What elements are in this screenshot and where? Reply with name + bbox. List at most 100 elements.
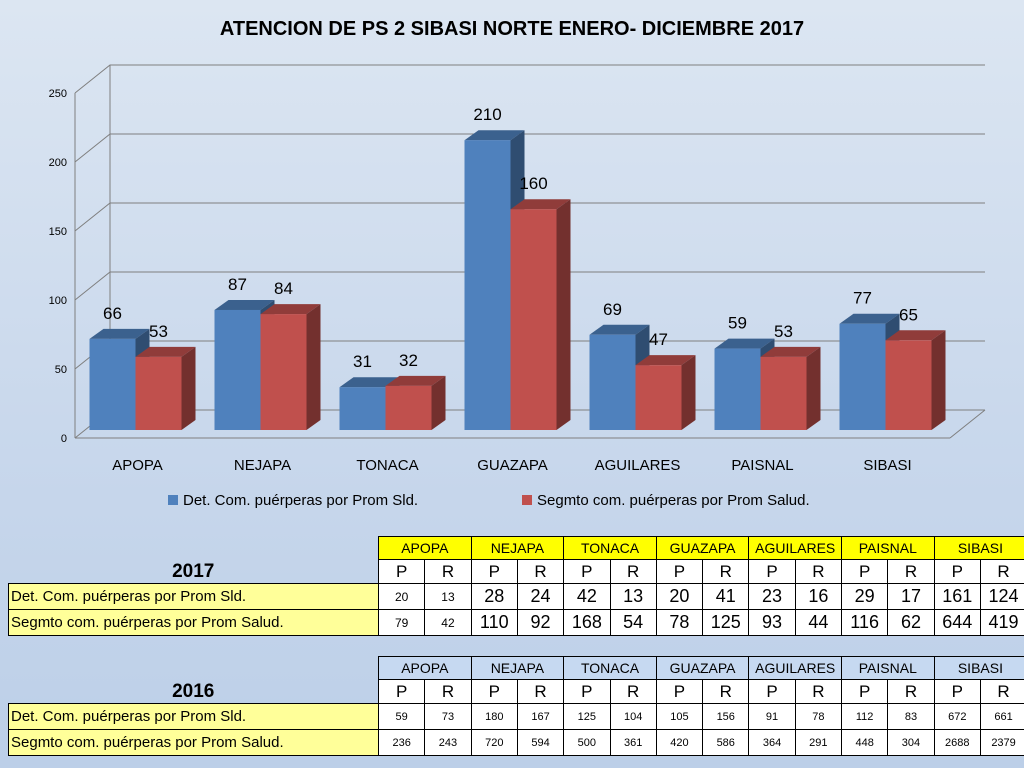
column-header: APOPA	[378, 536, 472, 560]
bar-side	[431, 375, 446, 430]
bar-aguilares-segmto	[635, 365, 682, 430]
sub-header: R	[609, 679, 657, 704]
table-cell: 236	[377, 729, 426, 756]
sub-header: R	[887, 679, 935, 704]
bar-top	[214, 299, 275, 310]
legend-label: Det. Com. puérperas por Prom Sld.	[183, 492, 418, 509]
bar-top	[760, 346, 821, 357]
table-cell: 243	[424, 729, 472, 756]
y-tick-label: 200	[49, 157, 67, 169]
table-cell: 54	[609, 609, 657, 636]
sub-header: P	[748, 559, 796, 584]
sub-header: P	[840, 559, 889, 584]
sub-header: R	[702, 679, 750, 704]
table-cell: 28	[470, 583, 518, 610]
table-cell: 168	[563, 609, 611, 636]
bar-apopa-det	[89, 338, 136, 430]
y-tick-label: 250	[49, 88, 67, 100]
row-label: Segmto com. puérperas por Prom Salud.	[8, 729, 379, 756]
table-cell: 125	[563, 703, 611, 730]
bar-top	[339, 377, 400, 388]
table-cell: 104	[609, 703, 657, 730]
bar-top	[839, 313, 900, 324]
x-tick-label: PAISNAL	[731, 457, 793, 474]
sub-header: P	[748, 679, 796, 704]
data-label: 69	[603, 300, 622, 319]
bar-nejapa-segmto	[260, 314, 307, 430]
column-header: GUAZAPA	[655, 536, 750, 560]
data-label: 66	[103, 304, 122, 323]
column-header: TONACA	[563, 536, 657, 560]
column-header: PAISNAL	[841, 656, 935, 680]
table-cell: 364	[748, 729, 796, 756]
bar-guazapa-segmto	[510, 209, 557, 430]
sub-header: R	[979, 679, 1024, 704]
data-label: 53	[149, 322, 168, 341]
bar-sibasi-segmto	[885, 340, 932, 430]
table-cell: 594	[516, 729, 565, 756]
table-cell: 156	[702, 703, 750, 730]
table-cell: 41	[702, 583, 750, 610]
gridline	[74, 64, 985, 94]
table-cell: 79	[377, 609, 426, 636]
table-cell: 17	[887, 583, 935, 610]
table-cell: 23	[748, 583, 796, 610]
table-cell: 125	[702, 609, 750, 636]
table-cell: 2688	[933, 729, 981, 756]
bar-side	[681, 355, 696, 430]
data-label: 32	[399, 351, 418, 370]
table-cell: 420	[655, 729, 704, 756]
bar-guazapa-det	[464, 140, 511, 430]
column-header: AGUILARES	[748, 656, 842, 680]
gridline	[74, 133, 985, 163]
table-cell: 93	[748, 609, 796, 636]
table-cell: 361	[609, 729, 657, 756]
y-tick-label: 50	[55, 364, 67, 376]
data-label: 210	[473, 105, 501, 124]
table-cell: 20	[377, 583, 426, 610]
chart-grid: 0 50 100 150 200 250	[49, 64, 986, 445]
x-tick-label: SIBASI	[863, 457, 911, 474]
bar-top	[885, 330, 946, 341]
sub-header: P	[563, 679, 611, 704]
table-cell: 661	[979, 703, 1024, 730]
data-label: 160	[519, 174, 547, 193]
column-header: NEJAPA	[470, 536, 565, 560]
bar-side	[931, 330, 946, 430]
bar-top	[464, 130, 525, 141]
data-label: 31	[353, 352, 372, 371]
sub-header: P	[470, 559, 518, 584]
table-cell: 419	[979, 609, 1024, 636]
sub-header: P	[563, 559, 611, 584]
legend-swatch	[522, 495, 532, 505]
column-header: GUAZAPA	[655, 656, 750, 680]
sub-header: P	[933, 679, 981, 704]
sub-header: P	[840, 679, 889, 704]
sub-header: P	[933, 559, 981, 584]
data-label: 77	[853, 289, 872, 308]
table-2016: 2016 APOPA NEJAPA TONACA GUAZAPA AGUILARES PAI…	[8, 656, 1024, 756]
bar-side	[556, 199, 571, 430]
legend-swatch	[168, 495, 178, 505]
column-header: SIBASI	[933, 656, 1024, 680]
bar-side	[181, 346, 196, 430]
table-cell: 44	[794, 609, 843, 636]
bar-nejapa-det	[214, 309, 261, 430]
sub-header: R	[516, 679, 565, 704]
table-cell: 20	[655, 583, 704, 610]
table-cell: 2379	[979, 729, 1024, 756]
table-cell: 92	[516, 609, 565, 636]
table-cell: 91	[748, 703, 796, 730]
bar-top	[714, 338, 775, 349]
table-2017: 2017 APOPA NEJAPA TONACA GUAZAPA AGUILARES PAI…	[8, 536, 1024, 636]
table-cell: 291	[794, 729, 843, 756]
bar-sibasi-det	[839, 323, 886, 430]
bar-top	[385, 375, 446, 386]
bar-top	[510, 199, 571, 210]
table-cell: 304	[887, 729, 935, 756]
sub-header: P	[470, 679, 518, 704]
chart-title: ATENCION DE PS 2 SIBASI NORTE ENERO- DIC…	[220, 18, 804, 40]
sub-header: R	[794, 559, 843, 584]
chart-labels: 66 53 APOPA 87 84 NEJAPA 31 32 TONACA 210 160 GUAZA…	[103, 105, 918, 474]
row-label: Det. Com. puérperas por Prom Sld.	[8, 703, 379, 730]
